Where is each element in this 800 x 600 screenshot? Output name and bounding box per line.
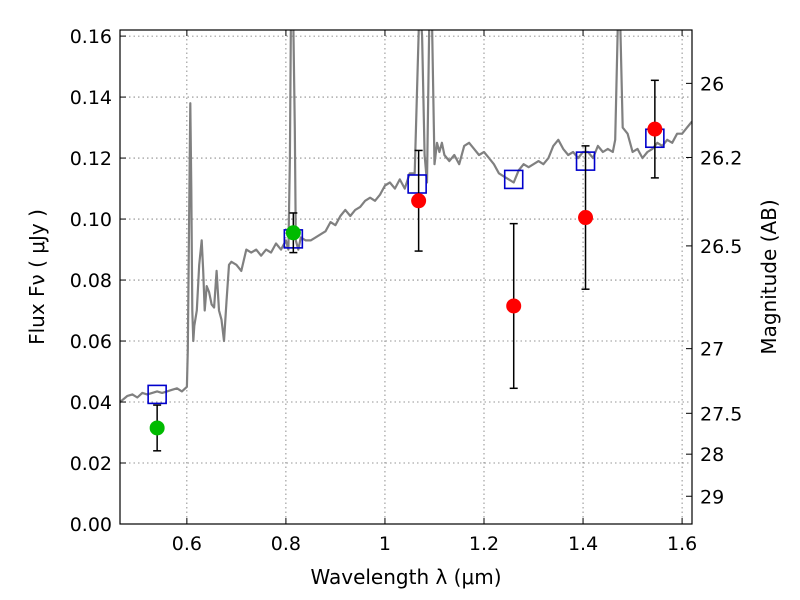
y-tick-label: 0.10 bbox=[70, 209, 112, 231]
y2-tick-label: 27 bbox=[700, 339, 724, 361]
y-tick-label: 0.12 bbox=[70, 148, 112, 170]
observed-point bbox=[149, 420, 165, 436]
spectrum-line bbox=[120, 30, 692, 403]
y2-tick-label: 27.5 bbox=[700, 403, 742, 425]
model-photometry-series bbox=[147, 128, 665, 405]
y2-tick-label: 29 bbox=[700, 486, 724, 508]
y-tick-label: 0.06 bbox=[70, 331, 112, 353]
axis-ticks: 0.6 0.8 1 1.2 1.4 1.6 0.00 0.02 0.04 0.06 0.08 0.10… bbox=[70, 26, 743, 555]
plot-frame bbox=[119, 29, 693, 525]
y2-tick-label: 28 bbox=[700, 444, 724, 466]
y2-axis-label: Magnitude (AB) bbox=[757, 199, 781, 354]
y-axis-label: Flux Fν ( μJy ) bbox=[25, 209, 49, 345]
y2-tick-label: 26 bbox=[700, 73, 724, 95]
x-tick-label: 1 bbox=[379, 533, 391, 555]
observed-point bbox=[506, 298, 522, 314]
y-tick-label: 0.00 bbox=[70, 514, 112, 536]
error-bars bbox=[153, 79, 659, 452]
y2-tick-label: 26.2 bbox=[700, 147, 742, 169]
x-tick-label: 1.2 bbox=[469, 533, 499, 555]
model-photometry-square bbox=[147, 384, 167, 405]
x-axis-label: Wavelength λ (μm) bbox=[310, 565, 501, 589]
y2-tick-label: 26.5 bbox=[700, 236, 742, 258]
grid-lines bbox=[120, 30, 692, 524]
observed-point bbox=[411, 193, 427, 209]
spectrum-series bbox=[120, 30, 692, 403]
x-tick-label: 0.6 bbox=[172, 533, 202, 555]
y-tick-label: 0.04 bbox=[70, 392, 112, 414]
observed-point bbox=[647, 121, 663, 137]
y-tick-label: 0.16 bbox=[70, 26, 112, 48]
y-tick-label: 0.08 bbox=[70, 270, 112, 292]
model-photometry-square bbox=[503, 169, 524, 190]
y-tick-label: 0.02 bbox=[70, 453, 112, 475]
observed-point bbox=[285, 225, 301, 241]
y-tick-label: 0.14 bbox=[70, 87, 112, 109]
observed-points bbox=[149, 121, 663, 436]
x-tick-label: 1.6 bbox=[667, 533, 697, 555]
observed-point bbox=[578, 210, 594, 226]
model-photometry-square bbox=[407, 174, 427, 194]
x-tick-label: 0.8 bbox=[271, 533, 301, 555]
x-tick-label: 1.4 bbox=[568, 533, 598, 555]
